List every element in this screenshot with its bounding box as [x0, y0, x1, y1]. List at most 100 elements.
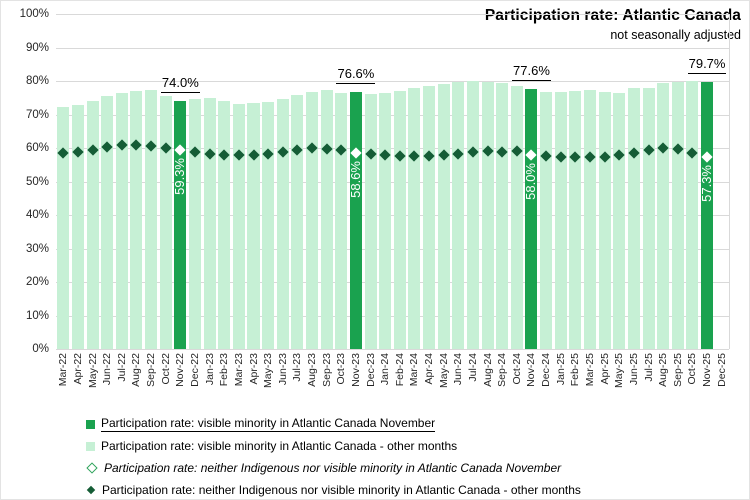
x-axis-label: Feb-24	[393, 353, 406, 387]
bar	[569, 91, 582, 349]
bar	[232, 104, 245, 349]
y-axis-label: 30%	[25, 242, 49, 255]
x-axis-label: Sep-23	[320, 353, 333, 387]
gridline	[56, 215, 729, 216]
x-axis-label: Sep-22	[145, 353, 158, 387]
chart-title: Participation rate: Atlantic Canada	[484, 7, 741, 24]
x-axis-label: Sep-24	[496, 353, 509, 387]
diamond-value-label: 57.3%	[699, 165, 715, 202]
legend-diamond-filled-icon	[86, 485, 96, 495]
bar	[71, 105, 84, 349]
bar-value-callout: 79.7%	[672, 56, 742, 74]
x-axis-label: Dec-24	[540, 353, 553, 387]
x-axis-label: Mar-22	[57, 353, 70, 387]
bar-value-text: 79.7%	[687, 56, 727, 74]
chart-header: Participation rate: Atlantic Canada not …	[485, 7, 741, 42]
bar	[188, 99, 201, 349]
bar	[115, 92, 128, 349]
bar	[145, 90, 158, 349]
bar-value-callout: 77.6%	[496, 63, 566, 82]
x-axis-label: Oct-25	[686, 353, 699, 385]
y-axis-label: 50%	[25, 175, 49, 188]
legend-item: Participation rate: visible minority in …	[86, 413, 581, 435]
bar	[510, 86, 523, 349]
bar	[583, 90, 596, 349]
plot-right-border	[729, 14, 730, 349]
x-axis-label: Jun-23	[276, 353, 289, 386]
bar	[437, 84, 450, 349]
bar	[276, 98, 289, 349]
bar-value-text: 76.6%	[336, 66, 376, 85]
gridline	[56, 349, 729, 350]
x-axis-label: Aug-22	[130, 353, 143, 387]
bar	[554, 91, 567, 349]
chart-legend: Participation rate: visible minority in …	[86, 413, 581, 499]
gridline	[56, 81, 729, 82]
x-axis-label: Aug-25	[657, 353, 670, 387]
x-axis-label: Mar-23	[232, 353, 245, 387]
x-axis-label: Dec-25	[715, 353, 728, 387]
x-axis-label: May-24	[437, 353, 450, 389]
bar	[86, 101, 99, 349]
x-axis-label: Dec-23	[364, 353, 377, 387]
y-axis-label: 100%	[19, 8, 49, 20]
x-axis-label: Feb-23	[218, 353, 231, 387]
x-axis-label: Nov-25	[701, 353, 714, 387]
bar	[642, 88, 655, 349]
x-axis-label: Aug-24	[481, 353, 494, 387]
bar	[657, 83, 670, 349]
bar	[598, 92, 611, 349]
gridline	[56, 14, 729, 15]
gridline	[56, 181, 729, 183]
x-axis-label: Oct-23	[335, 353, 348, 385]
bar	[686, 81, 699, 349]
y-axis-label: 80%	[25, 75, 49, 87]
bar	[613, 93, 626, 349]
x-axis-label: Jan-24	[379, 353, 392, 386]
bar	[423, 85, 436, 349]
gridline	[56, 114, 729, 116]
bar	[320, 90, 333, 349]
bar	[496, 83, 509, 349]
y-axis-label: 70%	[25, 108, 49, 121]
x-axis-label: Oct-22	[159, 353, 172, 385]
x-axis-label: Nov-22	[174, 353, 187, 387]
bar-november	[174, 101, 187, 349]
bar-value-text: 74.0%	[160, 75, 200, 94]
gridline	[56, 248, 729, 250]
x-axis-label: Jun-24	[452, 353, 465, 386]
chart-subtitle: not seasonally adjusted	[610, 28, 741, 42]
bar-november	[701, 82, 714, 349]
x-axis-label: Jul-25	[642, 353, 655, 382]
x-axis-label: Nov-24	[525, 353, 538, 387]
legend-diamond-hollow-icon	[86, 462, 98, 474]
bar	[57, 107, 70, 349]
y-axis-label: 20%	[25, 276, 49, 288]
bar	[481, 81, 494, 349]
bar	[393, 90, 406, 349]
legend-label: Participation rate: visible minority in …	[101, 439, 458, 453]
x-axis-label: May-25	[613, 353, 626, 389]
legend-square-light-icon	[86, 441, 95, 451]
legend-label: Participation rate: neither Indigenous n…	[102, 483, 581, 497]
y-axis-label: 0%	[32, 343, 49, 355]
x-axis-label: Dec-22	[188, 353, 201, 387]
x-axis-label: Apr-24	[423, 353, 436, 385]
bar	[627, 88, 640, 349]
x-axis-label: Nov-23	[349, 353, 362, 387]
bar-value-callout: 74.0%	[145, 75, 215, 94]
gridline	[56, 315, 729, 317]
x-axis-label: Mar-25	[584, 353, 596, 387]
legend-label: Participation rate: visible minority in …	[101, 416, 436, 432]
legend-label: Participation rate: neither Indigenous n…	[104, 461, 562, 475]
x-axis-label: Feb-25	[569, 353, 582, 387]
legend-item: Participation rate: neither Indigenous n…	[86, 479, 581, 499]
legend-item: Participation rate: visible minority in …	[86, 435, 581, 457]
gridline	[56, 148, 729, 149]
gridline	[56, 282, 729, 283]
bar-value-text: 77.6%	[512, 63, 551, 82]
bar-value-callout: 76.6%	[321, 66, 391, 85]
x-axis-label: Jul-23	[291, 353, 304, 382]
bar	[159, 95, 172, 349]
